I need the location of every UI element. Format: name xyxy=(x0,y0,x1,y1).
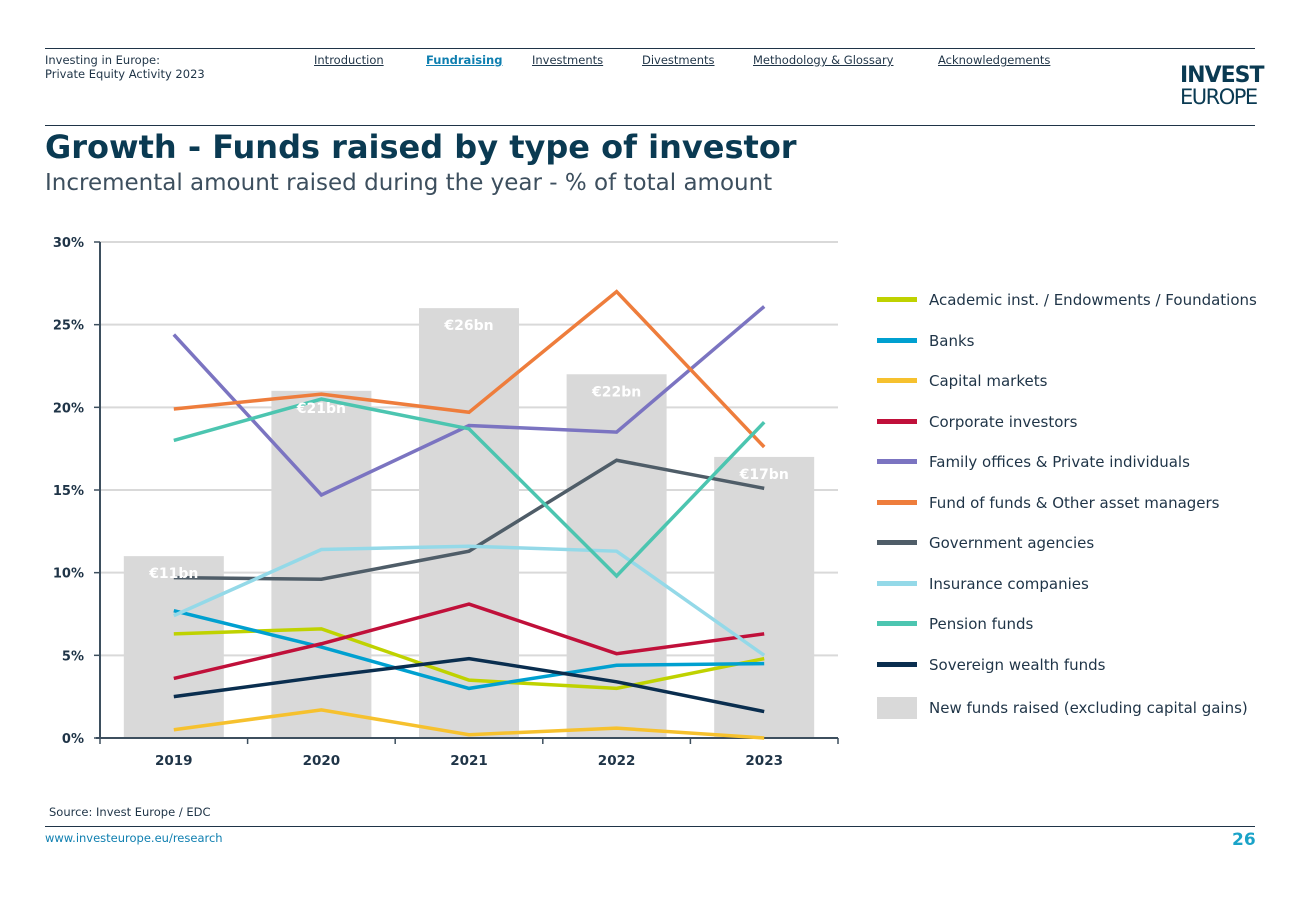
series-line-8 xyxy=(173,397,766,579)
legend-swatch xyxy=(877,540,917,545)
logo-line2: EUROPE xyxy=(1180,85,1258,109)
legend-swatch xyxy=(877,580,917,586)
series-line-4 xyxy=(172,305,766,498)
legend-label: Insurance companies xyxy=(929,574,1089,593)
legend-label: Banks xyxy=(929,331,975,350)
nav-fundraising[interactable]: Fundraising xyxy=(426,53,503,67)
legend-label: Pension funds xyxy=(929,615,1034,633)
bar-value-label-2023: €17bn xyxy=(739,467,789,483)
legend-swatch xyxy=(877,337,917,343)
document-title-line2: Private Equity Activity 2023 xyxy=(45,67,205,81)
series-line-6 xyxy=(173,458,765,582)
y-tick-label: 15% xyxy=(53,484,84,499)
series-line-2 xyxy=(173,708,765,740)
page-subtitle: Incremental amount raised during the yea… xyxy=(45,170,773,196)
legend-swatch xyxy=(877,418,917,424)
series-line-3 xyxy=(173,602,765,681)
series-line-7 xyxy=(173,544,766,657)
legend-label: Capital markets xyxy=(929,372,1048,390)
bar-2023 xyxy=(714,456,815,738)
legend-label: Fund of funds & Other asset managers xyxy=(929,493,1220,512)
legend-label: Corporate investors xyxy=(929,412,1078,431)
y-tick-label: 10% xyxy=(53,567,84,582)
legend-label: Sovereign wealth funds xyxy=(929,655,1106,674)
legend-label: Academic inst. / Endowments / Foundation… xyxy=(929,291,1257,309)
title-rule xyxy=(45,125,1255,126)
document-title: Investing in Europe: Private Equity Acti… xyxy=(45,53,205,81)
x-tick-label-2021: 2021 xyxy=(450,753,488,769)
page-title: Growth - Funds raised by type of investo… xyxy=(45,128,797,166)
bar-value-label-2022: €22bn xyxy=(591,384,641,400)
y-tick-label: 0% xyxy=(62,732,84,747)
bar-value-label-2020: €21bn xyxy=(296,401,346,417)
footer-url-link[interactable]: www.investeurope.eu/research xyxy=(45,831,223,845)
bottom-rule xyxy=(45,826,1255,827)
x-tick-label-2019: 2019 xyxy=(155,753,193,769)
legend-label: New funds raised (excluding capital gain… xyxy=(929,699,1248,717)
document-title-line1: Investing in Europe: xyxy=(45,53,160,67)
nav-methodology-glossary[interactable]: Methodology & Glossary xyxy=(753,53,894,67)
series-line-1 xyxy=(173,608,765,691)
y-tick-label: 20% xyxy=(53,401,84,416)
invest-europe-logo[interactable]: INVEST EUROPE xyxy=(1180,63,1265,112)
y-tick-label: 5% xyxy=(62,649,84,664)
top-rule xyxy=(45,48,1255,49)
legend-label: Family offices & Private individuals xyxy=(929,453,1190,471)
legend-swatch xyxy=(877,621,917,626)
legend-swatch xyxy=(877,297,917,302)
legend-swatch xyxy=(877,499,917,505)
nav-introduction[interactable]: Introduction xyxy=(314,53,384,67)
nav-acknowledgements[interactable]: Acknowledgements xyxy=(938,53,1051,67)
logo-line1: INVEST xyxy=(1180,63,1265,88)
x-tick-label-2023: 2023 xyxy=(745,753,783,769)
bar-2021 xyxy=(419,308,519,738)
legend-swatch xyxy=(877,697,917,719)
bar-value-label-2021: €26bn xyxy=(443,318,493,334)
legend-swatch xyxy=(877,378,917,383)
y-tick-label: 30% xyxy=(53,236,84,251)
series-line-5 xyxy=(173,289,766,449)
series-line-0 xyxy=(173,627,765,691)
source-note: Source: Invest Europe / EDC xyxy=(49,805,211,819)
legend-label: Government agencies xyxy=(929,534,1095,552)
nav-investments[interactable]: Investments xyxy=(532,53,604,67)
page-number: 26 xyxy=(1232,830,1256,850)
bar-value-label-2019: €11bn xyxy=(148,566,198,582)
series-line-9 xyxy=(173,656,765,714)
legend-swatch xyxy=(877,661,917,667)
x-tick-label-2022: 2022 xyxy=(598,753,636,769)
legend-swatch xyxy=(877,459,917,464)
nav-divestments[interactable]: Divestments xyxy=(642,53,715,67)
bar-2019 xyxy=(123,556,224,738)
x-tick-label-2020: 2020 xyxy=(303,753,341,769)
y-tick-label: 25% xyxy=(53,319,84,334)
